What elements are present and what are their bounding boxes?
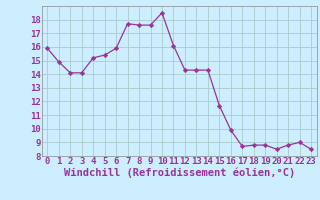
X-axis label: Windchill (Refroidissement éolien,°C): Windchill (Refroidissement éolien,°C): [64, 167, 295, 178]
